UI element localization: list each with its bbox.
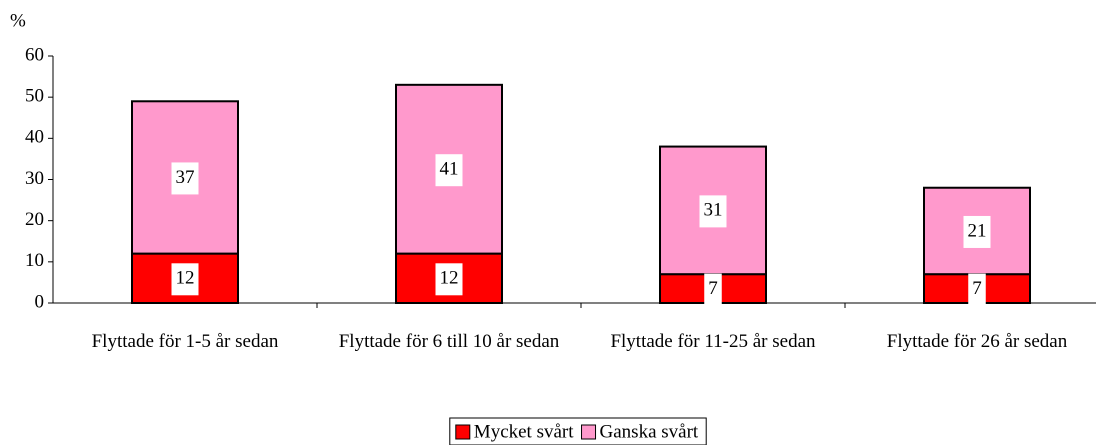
- y-tick-label: 40: [25, 127, 44, 148]
- legend-label: Ganska svårt: [600, 421, 699, 442]
- data-label-box: [699, 195, 727, 228]
- data-label-box: [704, 273, 722, 306]
- data-label: 7: [972, 278, 982, 299]
- data-label-box: [963, 215, 991, 248]
- data-label-group: 31: [699, 195, 727, 228]
- x-tick-label-line: Flyttade för 26 år sedan: [887, 331, 1068, 352]
- data-label-box: [171, 263, 199, 296]
- x-tick-label: Flyttade för 11-25 år sedan: [610, 331, 816, 352]
- legend-label: Mycket svårt: [474, 421, 574, 442]
- x-tick-label: Flyttade för 6 till 10 år sedan: [339, 331, 560, 352]
- y-tick-label: 20: [25, 209, 44, 230]
- legend: Mycket svårt Ganska svårt: [455, 421, 699, 442]
- data-label-group: 12: [435, 263, 463, 296]
- legend-swatch: [455, 424, 471, 440]
- y-tick-label: 30: [25, 168, 44, 189]
- data-label: 41: [440, 159, 459, 180]
- data-label: 21: [968, 220, 987, 241]
- y-axis-label: %: [10, 10, 26, 31]
- x-tick-label-line: Flyttade för 11-25 år sedan: [610, 331, 816, 352]
- x-tick-label: Flyttade för 26 år sedan: [887, 331, 1068, 352]
- data-label-group: 41: [435, 154, 463, 187]
- data-label-box: [435, 154, 463, 187]
- data-label-box: [968, 273, 986, 306]
- y-tick-label: 60: [25, 44, 44, 65]
- data-label-box: [435, 263, 463, 296]
- data-label-box: [171, 162, 199, 195]
- data-label-group: 7: [968, 273, 986, 306]
- y-tick-label: 50: [25, 86, 44, 107]
- data-label-group: 12: [171, 263, 199, 296]
- y-tick-label: 0: [35, 291, 45, 312]
- x-tick-label-line: Flyttade för 6 till 10 år sedan: [339, 331, 560, 352]
- legend-frame: [449, 417, 707, 445]
- x-tick-label-line: Flyttade för 1-5 år sedan: [92, 331, 279, 352]
- data-label-group: 21: [963, 215, 991, 248]
- data-label: 37: [176, 167, 195, 188]
- y-tick-label: 10: [25, 250, 44, 271]
- data-label: 12: [440, 268, 459, 289]
- data-label: 31: [704, 200, 723, 221]
- data-label: 7: [708, 278, 718, 299]
- data-label: 12: [176, 268, 195, 289]
- legend-swatch: [581, 424, 597, 440]
- x-tick-label: Flyttade för 1-5 år sedan: [92, 331, 279, 352]
- data-label-group: 37: [171, 162, 199, 195]
- data-label-group: 7: [704, 273, 722, 306]
